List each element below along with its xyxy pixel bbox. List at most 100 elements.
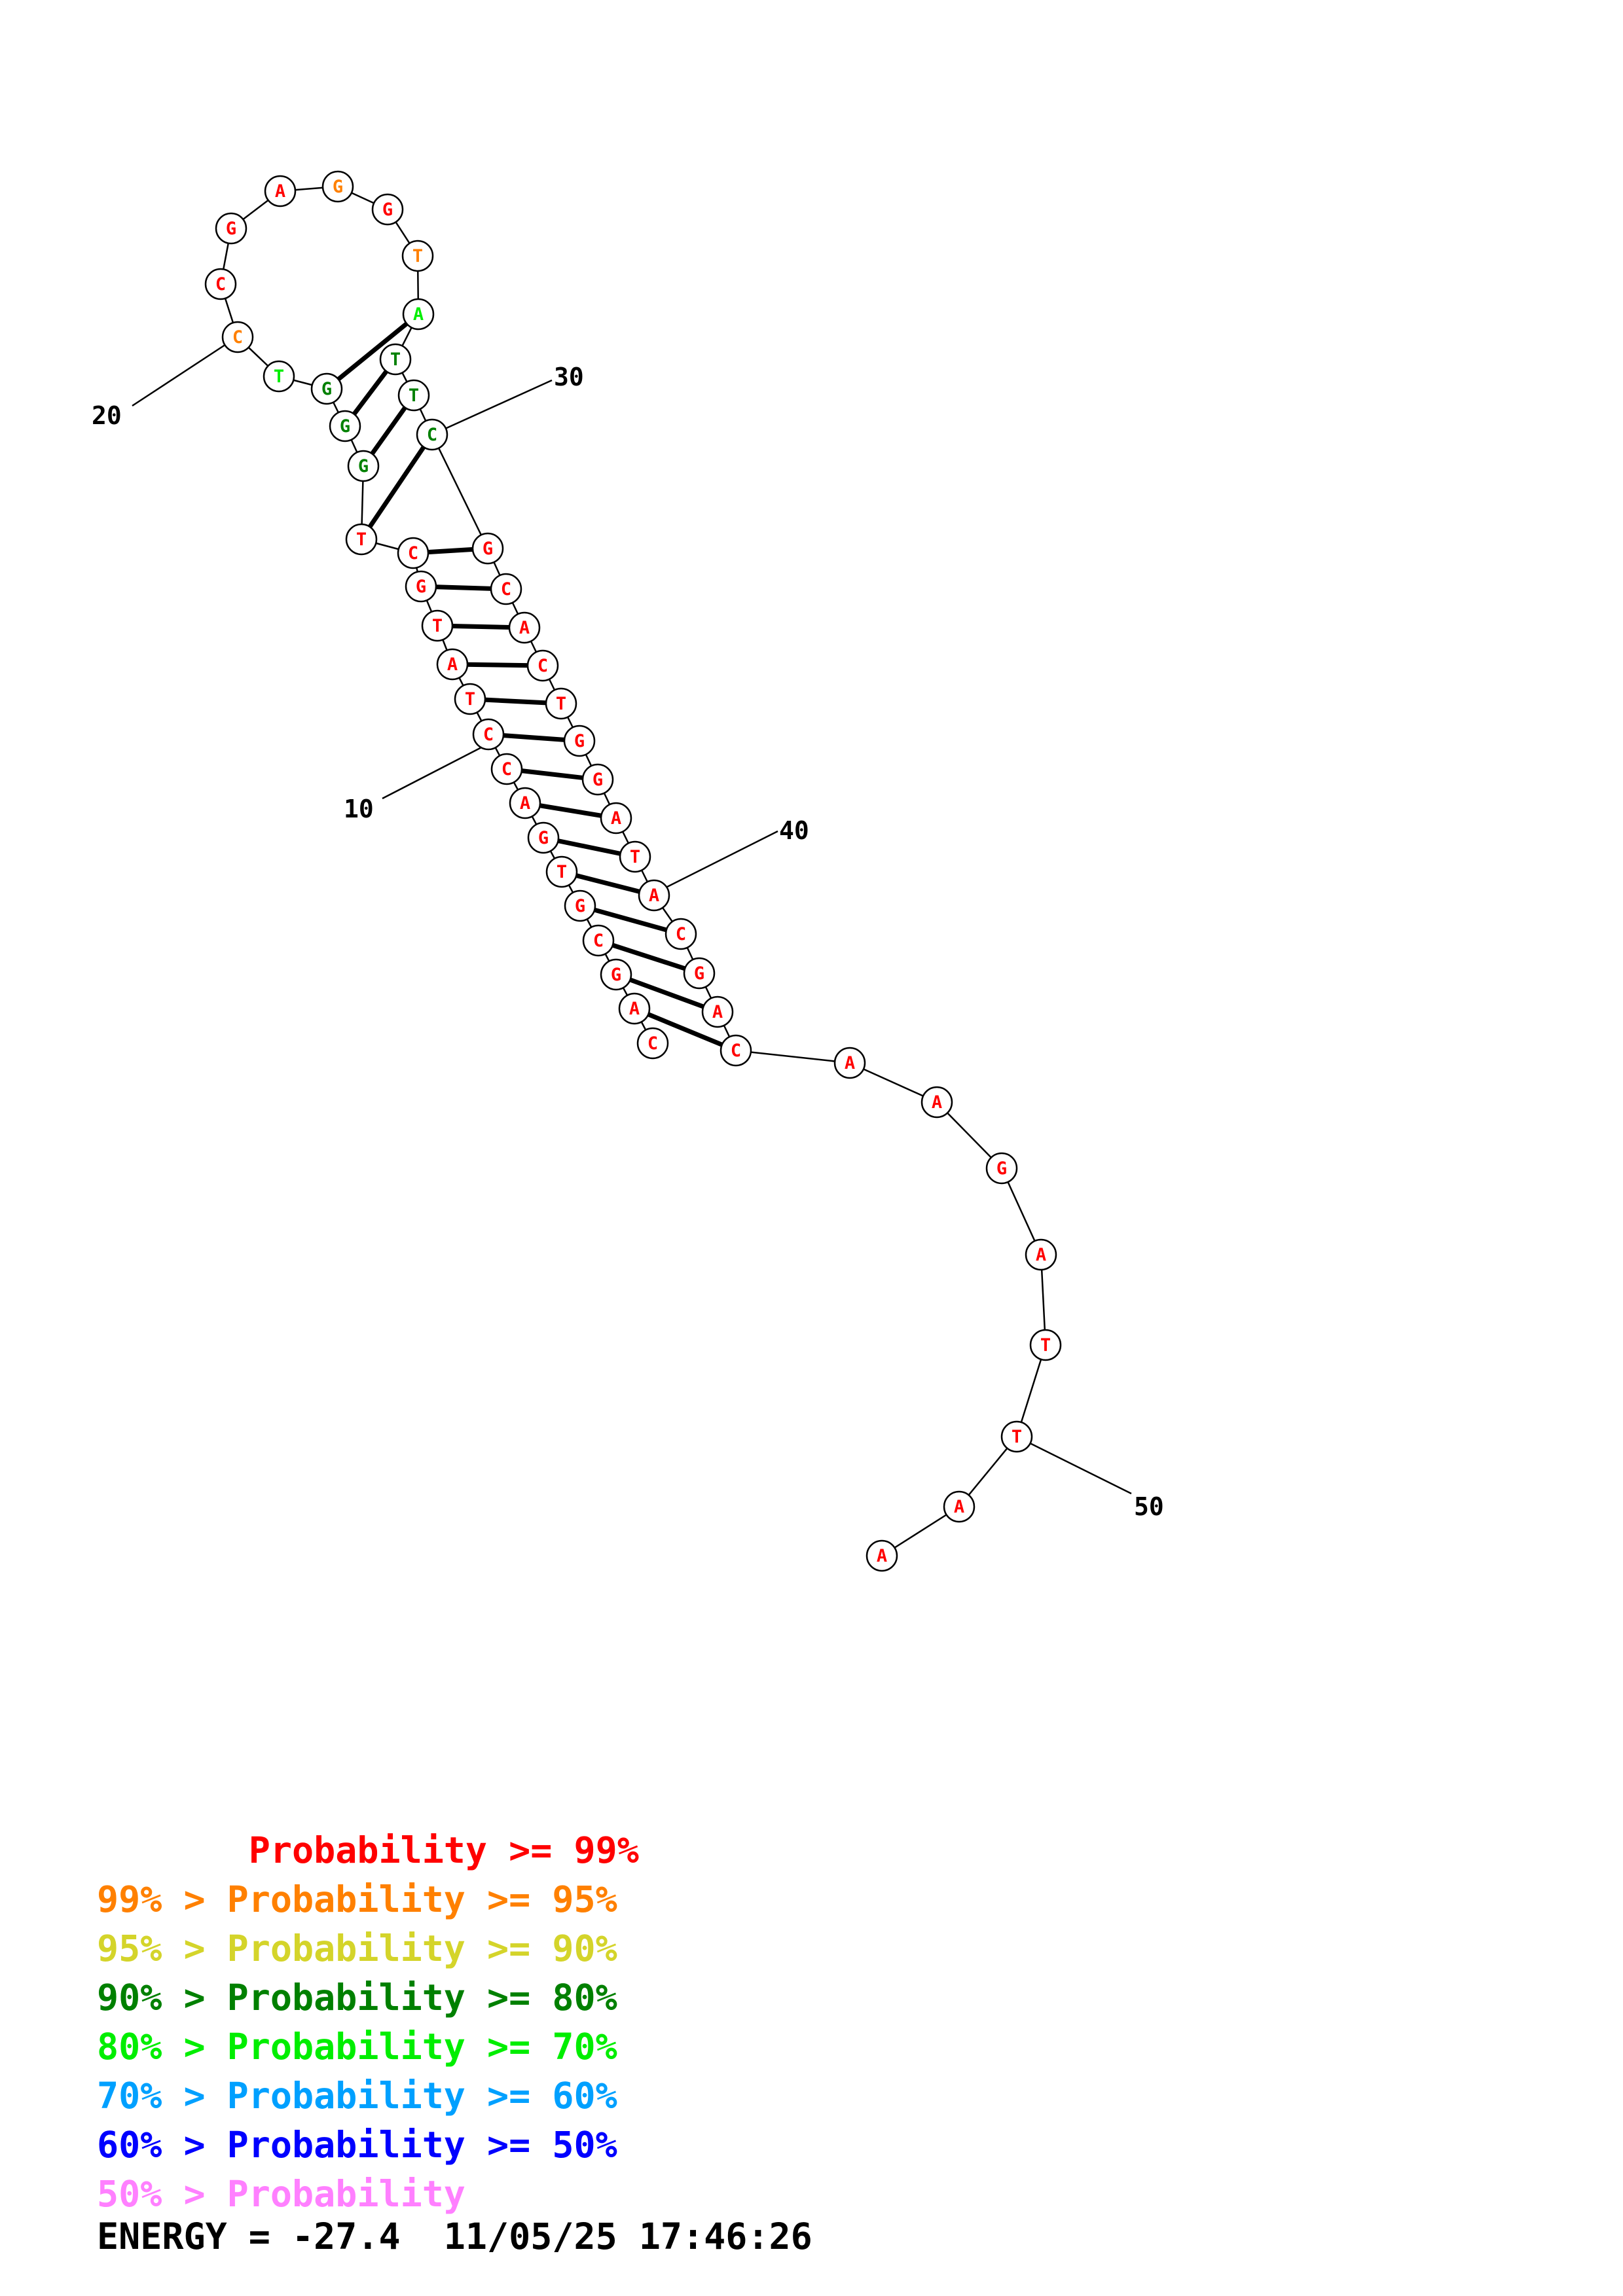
nucleotide-circle	[371, 193, 404, 226]
base-pair-bond	[597, 938, 701, 976]
nucleotide: G	[527, 821, 560, 854]
nucleotide: T	[263, 360, 295, 393]
nucleotide-circle	[1025, 1238, 1057, 1271]
nucleotide: A	[618, 992, 651, 1025]
nucleotide-letter: T	[630, 847, 640, 867]
nucleotide-circle	[264, 175, 297, 207]
nucleotide-letter: G	[483, 539, 493, 559]
nucleotide-letter: C	[647, 1033, 658, 1054]
nucleotide: C	[221, 321, 254, 353]
nucleotide-letter: T	[412, 246, 423, 266]
nucleotide: G	[321, 170, 354, 203]
nucleotide-circle	[1029, 1329, 1062, 1361]
nucleotide: C	[397, 537, 429, 569]
nucleotide: G	[471, 532, 504, 565]
nucleotide-letter: T	[432, 616, 443, 636]
nucleotide-letter: C	[676, 924, 686, 944]
nucleotide: A	[638, 879, 670, 912]
backbone-segment	[431, 434, 489, 549]
nucleotide-circle	[397, 537, 429, 569]
position-label: 30	[554, 363, 584, 391]
nucleotide-letter: A	[447, 655, 458, 675]
nucleotide-letter: G	[321, 379, 332, 399]
nucleotide-circle	[665, 918, 697, 950]
position-label: 40	[779, 816, 809, 845]
nucleotide-letter: G	[382, 200, 393, 220]
nucleotide-letter: T	[556, 862, 567, 882]
nucleotide-letter: G	[575, 896, 585, 916]
nucleotide-letter: C	[483, 725, 494, 745]
nucleotide-letter: T	[390, 350, 401, 370]
nucleotide-letter: C	[427, 425, 437, 445]
nucleotide-letter: G	[416, 577, 426, 597]
base-pair-bond	[359, 433, 434, 541]
nucleotide-letter: G	[611, 965, 621, 985]
nucleotide-letter: G	[226, 219, 236, 239]
base-pair-bond	[325, 312, 420, 391]
base-pair-bond	[579, 903, 682, 937]
nucleotide-letter: C	[501, 579, 511, 600]
nucleotide-circle	[215, 212, 247, 245]
nucleotide-circle	[720, 1034, 752, 1067]
position-ticks: 10 20 30 40 50	[92, 334, 1164, 1521]
nucleotide-circle	[527, 821, 560, 854]
nucleotide: A	[921, 1086, 953, 1119]
nucleotide: G	[347, 450, 380, 482]
nucleotide-circle	[421, 609, 454, 642]
nucleotide-circle	[416, 418, 448, 451]
nucleotide-circle	[329, 410, 361, 442]
nucleotide-circle	[545, 855, 578, 888]
nucleotide-circle	[1000, 1420, 1033, 1453]
nucleotide-letter: A	[845, 1053, 855, 1073]
nucleotide-circle	[204, 268, 237, 300]
nucleotide: A	[1025, 1238, 1057, 1271]
backbone-segment	[1015, 1344, 1047, 1437]
nucleotide: C	[490, 753, 523, 785]
nucleotide-letter: A	[519, 618, 530, 638]
nucleotide: G	[564, 889, 596, 922]
nucleotide: G	[371, 193, 404, 226]
nucleotide-circle	[638, 879, 670, 912]
nucleotide-circle	[701, 996, 734, 1028]
nucleotide: T	[545, 855, 578, 888]
nucleotide-letter: A	[712, 1002, 723, 1022]
nucleotide-letter: G	[996, 1158, 1007, 1179]
position-label: 10	[344, 795, 374, 823]
nucleotide-circle	[436, 648, 469, 681]
backbone-segment	[849, 1062, 938, 1103]
nucleotide-letter: T	[409, 386, 419, 406]
legend-row: 99% > Probability >= 95%	[97, 1878, 617, 1920]
base-pair-bond	[561, 869, 655, 898]
nucleotide-circle	[472, 718, 505, 751]
nucleotide-letter: C	[408, 543, 418, 564]
nucleotide-circle	[833, 1047, 866, 1079]
nucleotide-letter: T	[465, 689, 475, 709]
nucleotide: T	[397, 379, 430, 412]
nucleotide: G	[985, 1152, 1018, 1185]
nucleotide: A	[508, 611, 541, 644]
nucleotide: C	[204, 268, 237, 300]
nucleotide: G	[329, 410, 361, 442]
nucleotide-circle	[397, 379, 430, 412]
nucleotide: G	[581, 763, 614, 796]
nucleotide: C	[526, 649, 559, 682]
legend-row: 95% > Probability >= 90%	[97, 1928, 617, 1969]
nucleotide-circle	[600, 802, 632, 834]
nucleotide-letter: G	[333, 177, 343, 197]
nucleotide: C	[720, 1034, 752, 1067]
nucleotide: A	[833, 1047, 866, 1079]
nucleotide-letter: A	[629, 999, 640, 1019]
nucleotide-circle	[405, 570, 437, 603]
nucleotide-circle	[490, 573, 522, 605]
nucleotide-circle	[402, 298, 435, 331]
nucleotide: G	[600, 958, 632, 991]
nucleotide-letter: A	[520, 793, 530, 814]
nucleotide-letter: G	[340, 416, 350, 437]
nucleotide-letter: A	[1036, 1245, 1046, 1265]
nucleotide-circle	[379, 343, 412, 376]
nucleotide-letter: A	[877, 1546, 887, 1566]
nucleotide-circle	[600, 958, 632, 991]
nucleotide-letter: G	[694, 963, 704, 984]
nucleotide-letter: G	[593, 770, 603, 790]
nucleotide: G	[683, 957, 716, 990]
